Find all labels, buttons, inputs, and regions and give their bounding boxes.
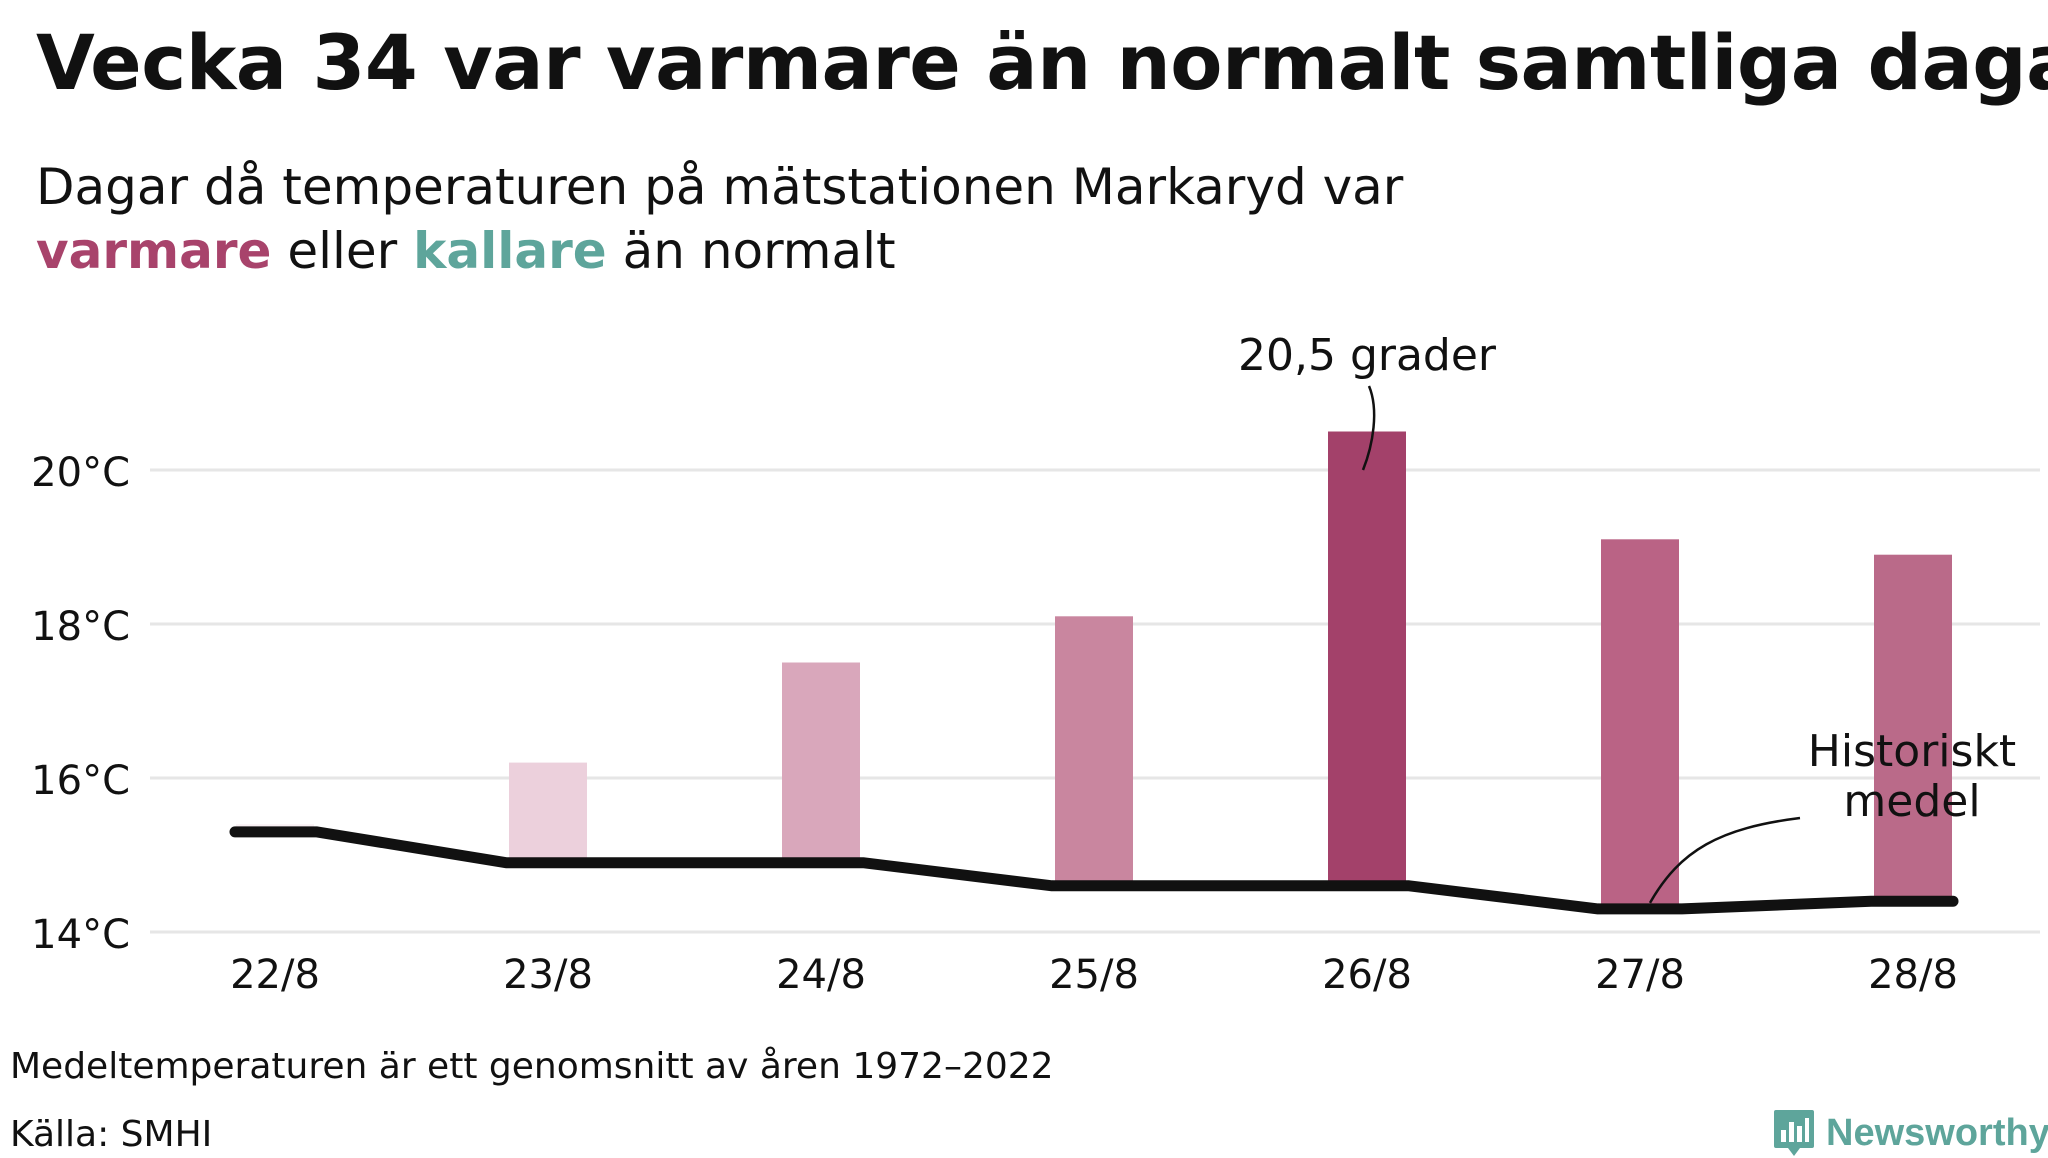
y-tick-label: 18°C (31, 604, 130, 650)
legend-warm-word: varmare (36, 222, 272, 280)
y-tick-label: 20°C (31, 450, 130, 496)
annotation-peak-label: 20,5 grader (1238, 330, 1497, 381)
temperature-chart: 14°C 16°C 18°C 20°C 22/8 23/8 24/8 25/8 26/8 27/… (31, 330, 2040, 998)
y-tick-label: 16°C (31, 758, 130, 804)
x-tick-label: 27/8 (1595, 952, 1685, 998)
bar (1328, 431, 1406, 886)
brand-logo: Newsworthy (1772, 1108, 2048, 1158)
annotation-average-leader (1648, 816, 1801, 904)
bars (236, 431, 1952, 909)
brand-name: Newsworthy (1826, 1111, 2048, 1154)
y-tick-label: 14°C (31, 912, 130, 958)
x-tick-label: 25/8 (1049, 952, 1139, 998)
annotation-average-label-line1: Historiskt (1808, 726, 2016, 777)
annotation-peak-leader (1361, 385, 1376, 471)
chart-subtitle-line2: varmare eller kallare än normalt (36, 222, 896, 280)
average-line-layer (229, 826, 1959, 915)
footnote: Medeltemperaturen är ett genomsnitt av å… (10, 1046, 1054, 1087)
bar (1874, 554, 1952, 902)
bar (1601, 539, 1679, 909)
x-tick-label: 24/8 (776, 952, 866, 998)
annotation-average-label-line2: medel (1843, 776, 1980, 827)
subtitle-middle: eller (287, 222, 398, 280)
chart-title: Vecka 34 var varmare än normalt samtliga… (36, 18, 2048, 107)
subtitle-end: än normalt (622, 222, 896, 280)
bar (782, 662, 860, 863)
chart-subtitle-line1: Dagar då temperaturen på mätstationen Ma… (36, 158, 1404, 216)
bar (509, 762, 587, 863)
newsworthy-logo-icon (1774, 1110, 1814, 1156)
x-tick-label: 28/8 (1868, 952, 1958, 998)
x-tick-label: 23/8 (503, 952, 593, 998)
x-tick-label: 22/8 (230, 952, 320, 998)
annotations: 20,5 grader Historiskt medel (1238, 330, 2016, 904)
x-tick-label: 26/8 (1322, 952, 1412, 998)
average-line (229, 826, 1959, 915)
bar (1055, 616, 1133, 886)
source: Källa: SMHI (10, 1114, 213, 1155)
x-axis: 22/8 23/8 24/8 25/8 26/8 27/8 28/8 (230, 952, 1958, 998)
legend-cold-word: kallare (413, 222, 607, 280)
y-axis: 14°C 16°C 18°C 20°C (31, 450, 130, 958)
